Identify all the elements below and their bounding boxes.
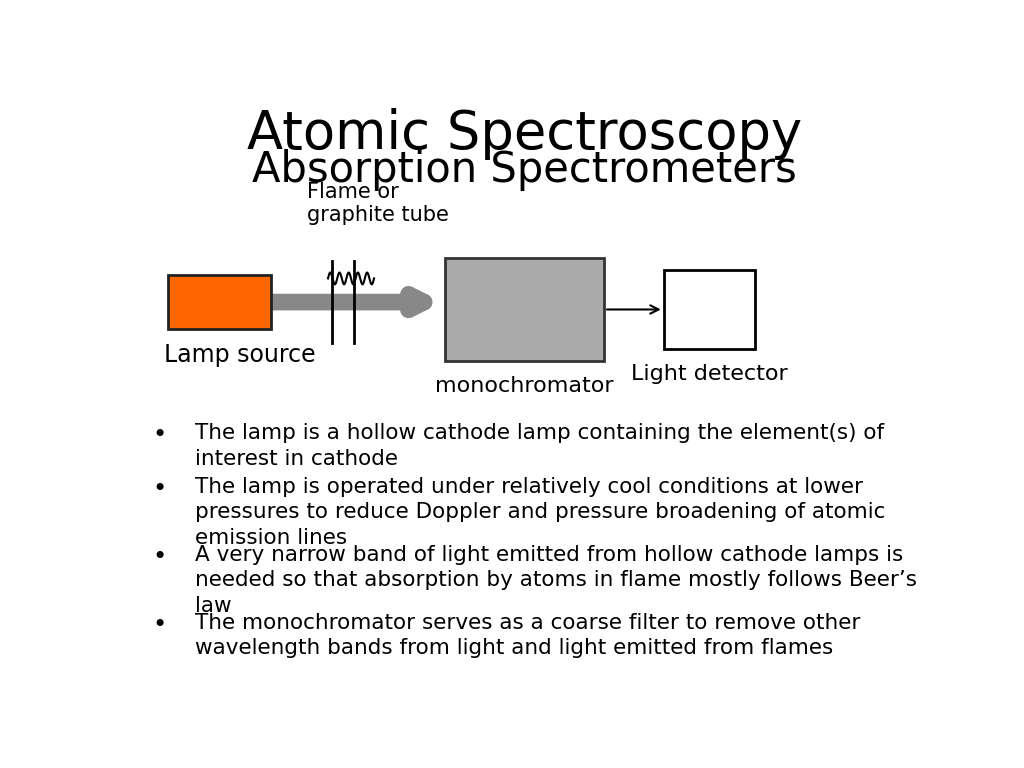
Text: Lamp source: Lamp source: [164, 343, 315, 368]
Text: The lamp is operated under relatively cool conditions at lower
pressures to redu: The lamp is operated under relatively co…: [196, 476, 886, 548]
Text: A very narrow band of light emitted from hollow cathode lamps is
needed so that : A very narrow band of light emitted from…: [196, 545, 918, 616]
Text: •: •: [153, 476, 167, 501]
Text: •: •: [153, 545, 167, 568]
Text: monochromator: monochromator: [435, 376, 614, 396]
Text: Flame or
graphite tube: Flame or graphite tube: [306, 182, 449, 225]
Text: •: •: [153, 613, 167, 637]
Text: Light detector: Light detector: [631, 364, 787, 384]
Text: •: •: [153, 423, 167, 447]
Text: The lamp is a hollow cathode lamp containing the element(s) of
interest in catho: The lamp is a hollow cathode lamp contai…: [196, 423, 885, 469]
Bar: [664, 270, 755, 349]
Text: Absorption Spectrometers: Absorption Spectrometers: [253, 149, 797, 191]
Bar: [445, 258, 604, 361]
Bar: [168, 276, 270, 329]
Text: The monochromator serves as a coarse filter to remove other
wavelength bands fro: The monochromator serves as a coarse fil…: [196, 613, 861, 658]
Text: Atomic Spectroscopy: Atomic Spectroscopy: [247, 108, 803, 160]
